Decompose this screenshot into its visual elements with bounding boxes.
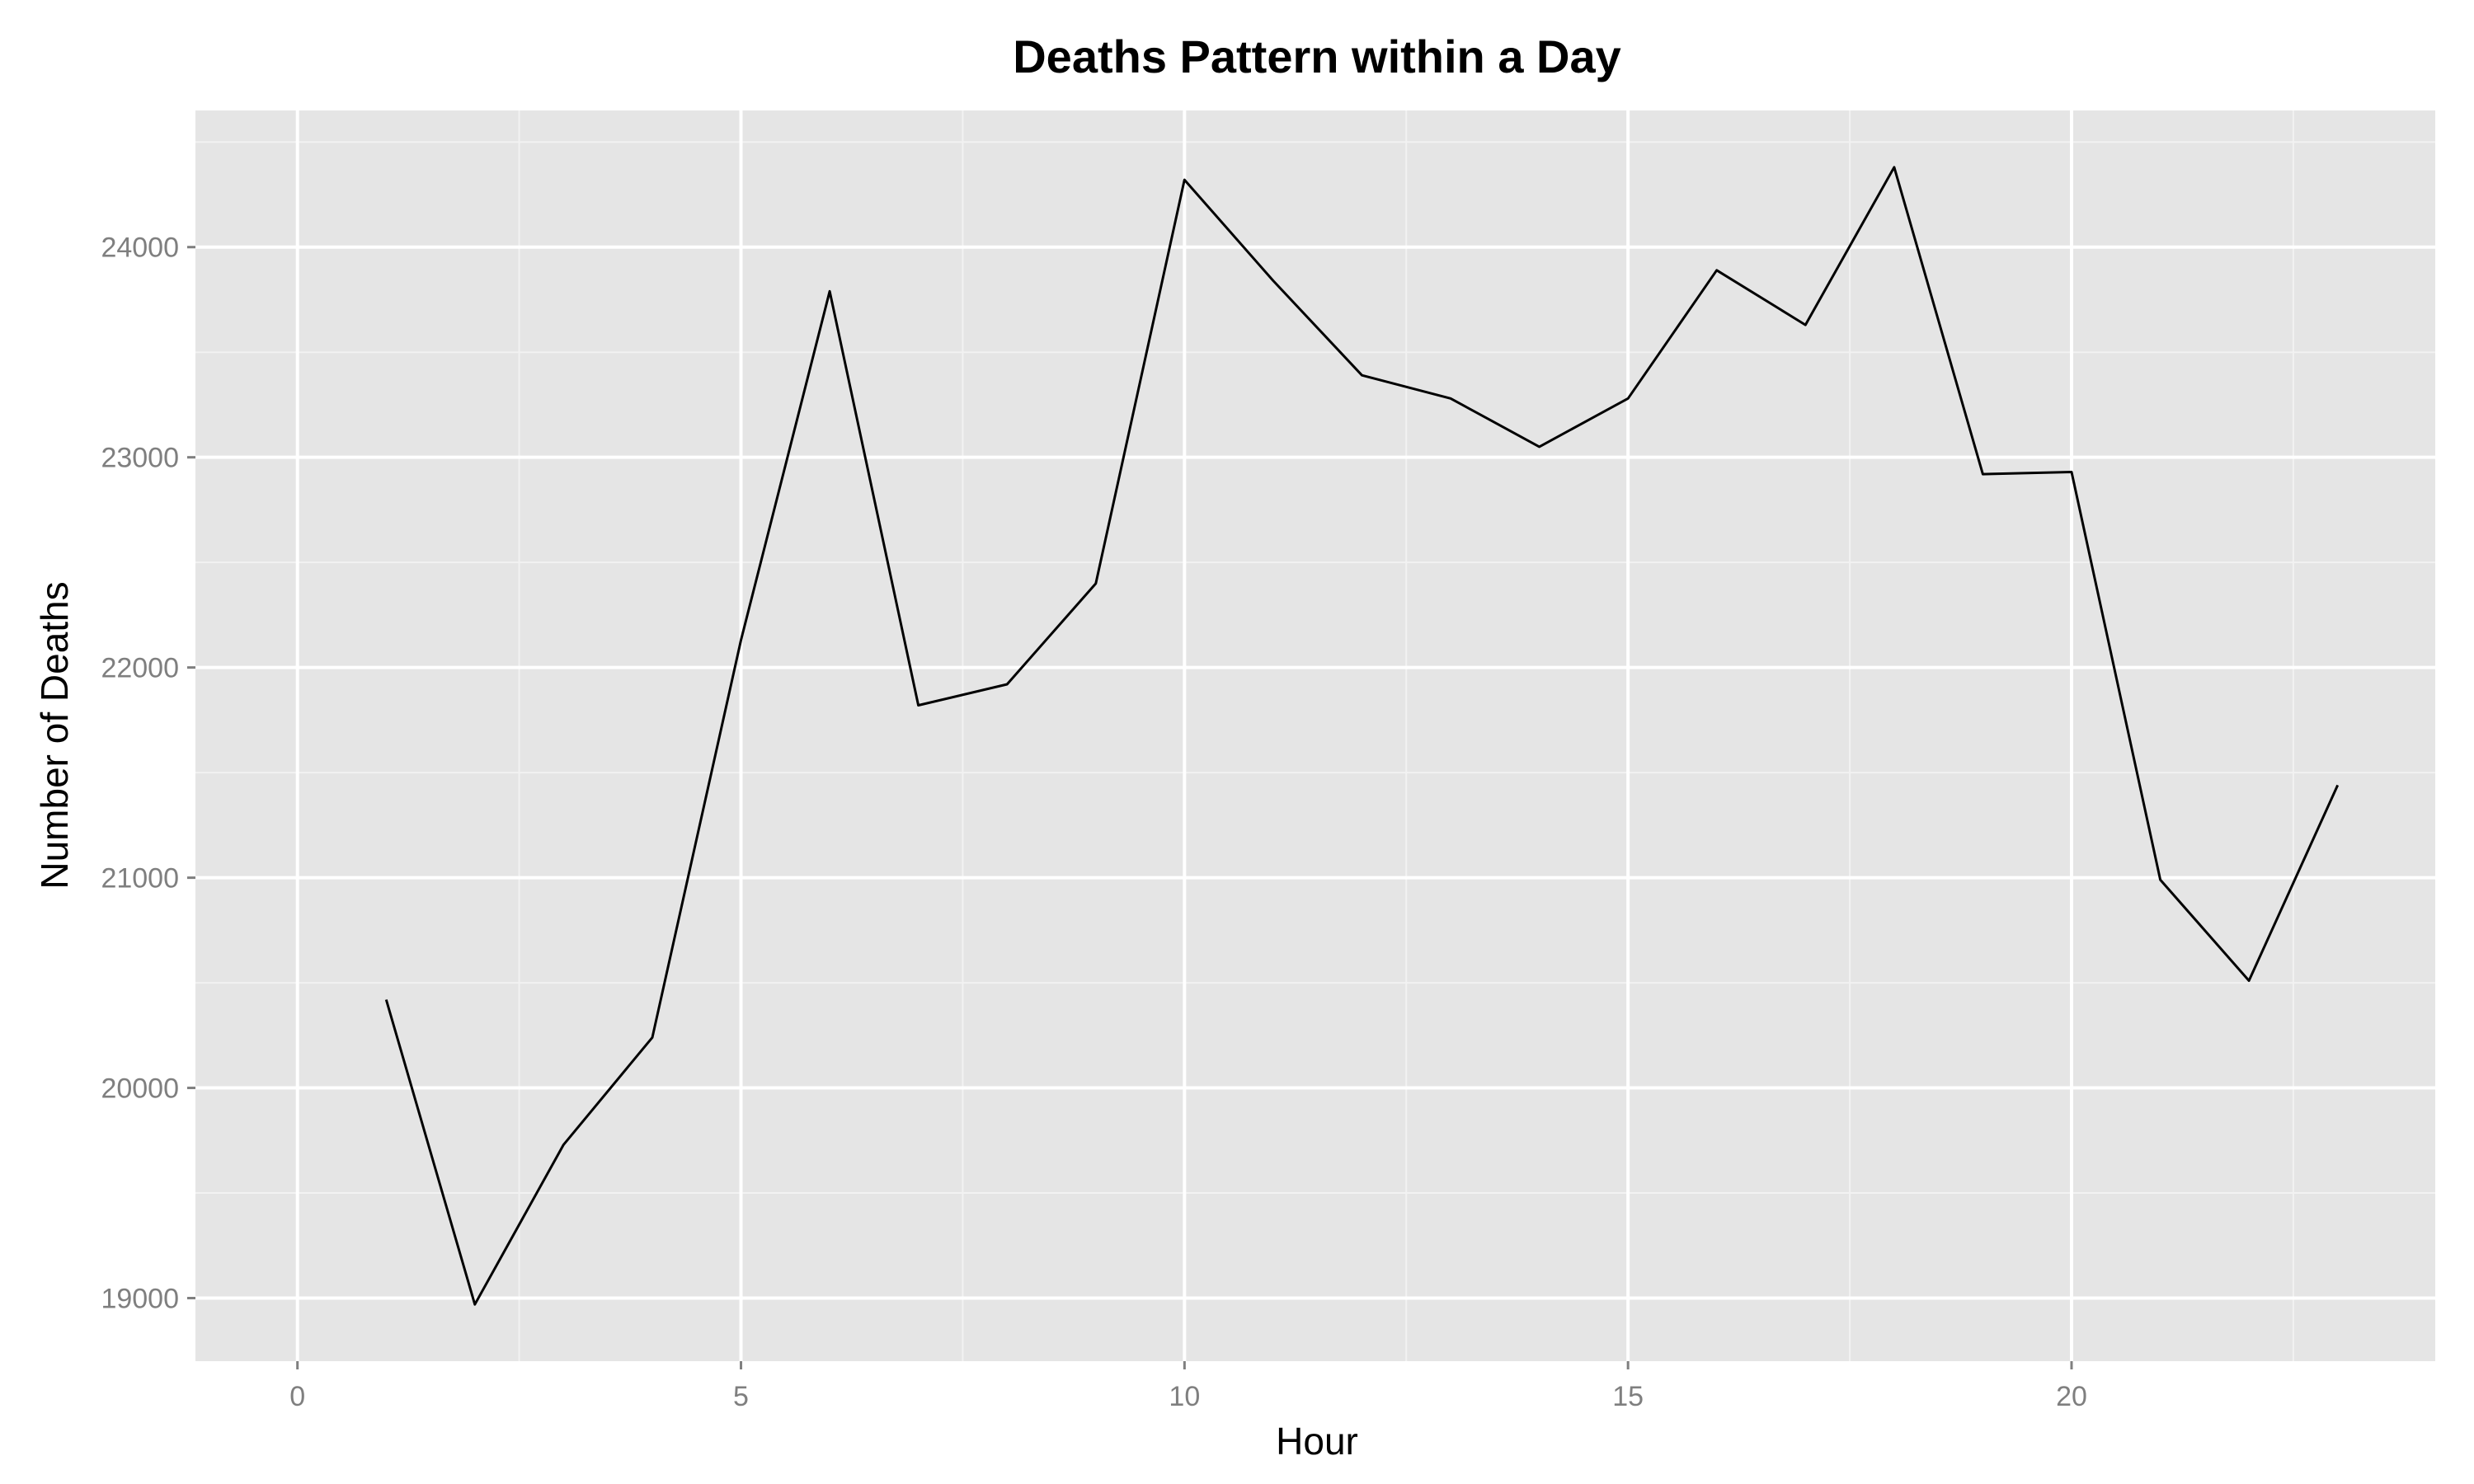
- series-line: [384, 166, 2340, 1306]
- y-tick-label: 22000: [101, 653, 179, 684]
- y-tick-label: 23000: [101, 443, 179, 474]
- x-axis-ticks: 0 5 10 15 20: [289, 1361, 2087, 1412]
- series-layer: [384, 166, 2340, 1306]
- plot-panel: [195, 110, 2435, 1361]
- x-tick-label: 20: [2056, 1381, 2087, 1412]
- chart-title: Deaths Pattern within a Day: [1013, 31, 1621, 82]
- x-axis-label: Hour: [1276, 1420, 1358, 1463]
- y-tick-label: 21000: [101, 863, 179, 895]
- y-tick-label: 20000: [101, 1073, 179, 1105]
- major-gridlines: [195, 110, 2435, 1361]
- x-tick-label: 5: [733, 1381, 749, 1412]
- y-axis-label: Number of Deaths: [33, 581, 76, 889]
- y-tick-label: 19000: [101, 1284, 179, 1315]
- x-tick-label: 10: [1169, 1381, 1200, 1412]
- x-tick-label: 0: [289, 1381, 305, 1412]
- y-tick-label: 24000: [101, 232, 179, 264]
- y-axis-ticks: 19000 20000 21000 22000 23000 24000: [101, 232, 195, 1315]
- x-tick-label: 15: [1612, 1381, 1644, 1412]
- minor-gridlines: [195, 110, 2435, 1361]
